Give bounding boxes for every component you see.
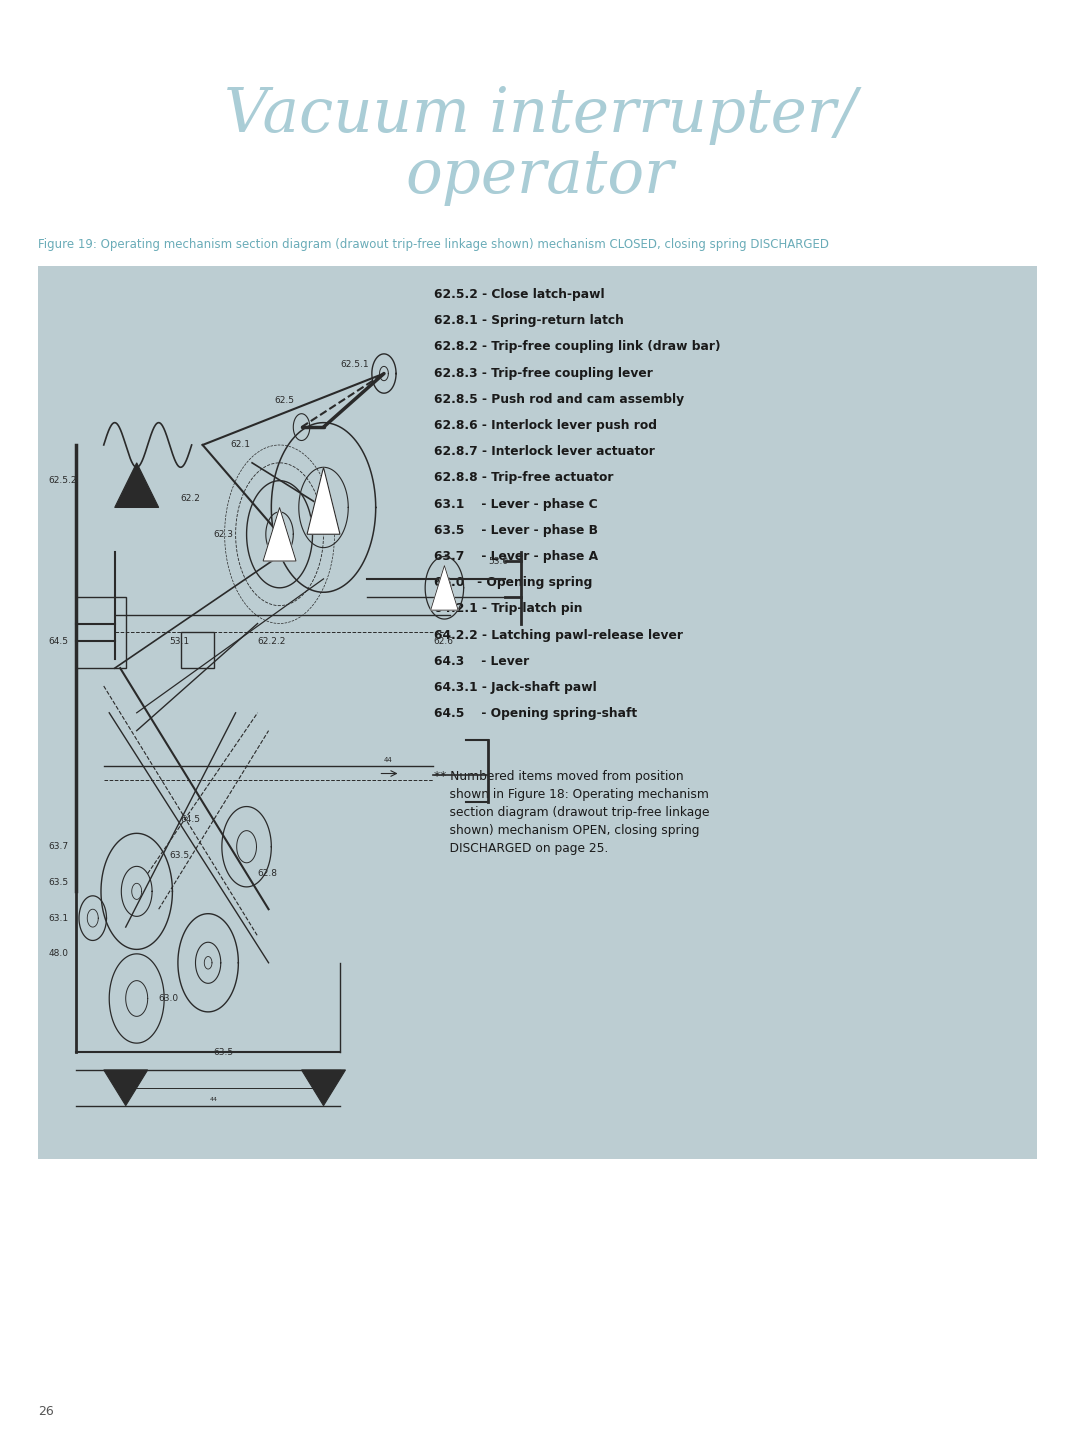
Text: 63.7: 63.7 bbox=[49, 842, 69, 851]
Text: 62.2.2: 62.2.2 bbox=[258, 636, 286, 647]
Text: 62.8.5 - Push rod and cam assembly: 62.8.5 - Push rod and cam assembly bbox=[434, 393, 685, 406]
Text: 62.6: 62.6 bbox=[433, 636, 454, 647]
Text: 64.2.2 - Latching pawl-release lever: 64.2.2 - Latching pawl-release lever bbox=[434, 629, 684, 642]
Text: 64.3    - Lever: 64.3 - Lever bbox=[434, 655, 529, 668]
Text: 48.0: 48.0 bbox=[49, 949, 69, 959]
Text: 62.8.3 - Trip-free coupling lever: 62.8.3 - Trip-free coupling lever bbox=[434, 367, 653, 380]
Text: 53.0: 53.0 bbox=[488, 556, 509, 566]
Text: 62.8.8 - Trip-free actuator: 62.8.8 - Trip-free actuator bbox=[434, 471, 613, 484]
Text: 63.7    - Lever - phase A: 63.7 - Lever - phase A bbox=[434, 550, 598, 563]
Text: 63.0: 63.0 bbox=[159, 994, 179, 1004]
Text: 62.5.2 - Close latch-pawl: 62.5.2 - Close latch-pawl bbox=[434, 288, 605, 301]
Text: Figure 19: Operating mechanism section diagram (drawout trip-free linkage shown): Figure 19: Operating mechanism section d… bbox=[38, 238, 828, 252]
Text: 64.5    - Opening spring-shaft: 64.5 - Opening spring-shaft bbox=[434, 707, 637, 720]
Polygon shape bbox=[431, 566, 458, 611]
Bar bbox=[77, 596, 125, 668]
Bar bbox=[180, 632, 214, 668]
Text: 64.3.1 - Jack-shaft pawl: 64.3.1 - Jack-shaft pawl bbox=[434, 681, 597, 694]
Text: 62.8.2 - Trip-free coupling link (draw bar): 62.8.2 - Trip-free coupling link (draw b… bbox=[434, 340, 720, 353]
Text: 64.0   - Opening spring: 64.0 - Opening spring bbox=[434, 576, 593, 589]
Text: 62.2: 62.2 bbox=[180, 494, 201, 503]
Polygon shape bbox=[301, 1070, 346, 1106]
Text: 62.8.7 - Interlock lever actuator: 62.8.7 - Interlock lever actuator bbox=[434, 445, 656, 458]
Text: 53.1: 53.1 bbox=[170, 636, 190, 647]
Text: 64.2.1 - Trip-latch pin: 64.2.1 - Trip-latch pin bbox=[434, 602, 583, 615]
Bar bbox=[38, 266, 1037, 1159]
Text: 62.8.6 - Interlock lever push rod: 62.8.6 - Interlock lever push rod bbox=[434, 419, 657, 432]
Text: 63.5: 63.5 bbox=[214, 1047, 233, 1057]
Text: operator: operator bbox=[406, 145, 674, 206]
Text: 62.8.1 - Spring-return latch: 62.8.1 - Spring-return latch bbox=[434, 314, 624, 327]
Text: 63.5    - Lever - phase B: 63.5 - Lever - phase B bbox=[434, 524, 598, 537]
Text: 62.8: 62.8 bbox=[258, 868, 278, 878]
Text: 62.5.2: 62.5.2 bbox=[49, 477, 78, 485]
Text: 63.1: 63.1 bbox=[49, 913, 69, 923]
Text: 62.5: 62.5 bbox=[274, 396, 294, 405]
Polygon shape bbox=[104, 1070, 148, 1106]
Text: 44: 44 bbox=[384, 757, 393, 763]
Text: 62.1: 62.1 bbox=[230, 441, 251, 449]
Text: 63.1    - Lever - phase C: 63.1 - Lever - phase C bbox=[434, 498, 598, 511]
Text: 26: 26 bbox=[38, 1404, 54, 1418]
Text: 44: 44 bbox=[210, 1097, 218, 1102]
Text: 62.5.1: 62.5.1 bbox=[340, 360, 368, 369]
Text: 63.5: 63.5 bbox=[49, 878, 69, 887]
Text: 62.3: 62.3 bbox=[214, 530, 233, 539]
Text: ** Numbered items moved from position
    shown in Figure 18: Operating mechanis: ** Numbered items moved from position sh… bbox=[434, 769, 710, 854]
Polygon shape bbox=[307, 467, 340, 534]
Text: 63.5: 63.5 bbox=[170, 851, 190, 860]
Text: 64.5: 64.5 bbox=[49, 636, 69, 647]
Polygon shape bbox=[264, 507, 296, 562]
Text: Vacuum interrupter/: Vacuum interrupter/ bbox=[224, 85, 856, 145]
Text: 64.5: 64.5 bbox=[180, 815, 201, 825]
Polygon shape bbox=[114, 462, 159, 507]
